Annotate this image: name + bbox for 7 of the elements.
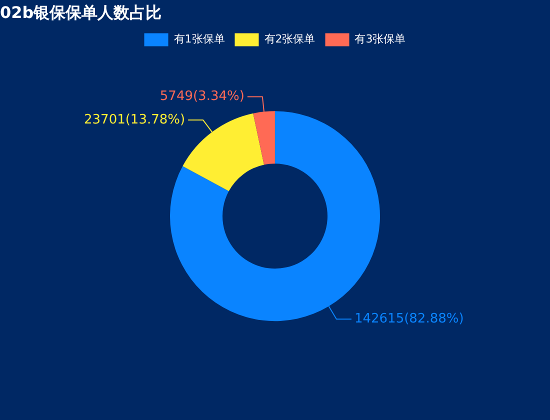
- chart-title: 02b银保保单人数占比: [0, 2, 162, 22]
- legend-label: 有3张保单: [354, 32, 406, 46]
- data-label: 142615(82.88%): [354, 312, 464, 327]
- data-label: 23701(13.78%): [84, 112, 186, 128]
- data-label: 5749(3.34%): [160, 89, 244, 104]
- legend-label: 有2张保单: [264, 32, 316, 46]
- legend-label: 有1张保单: [174, 32, 225, 46]
